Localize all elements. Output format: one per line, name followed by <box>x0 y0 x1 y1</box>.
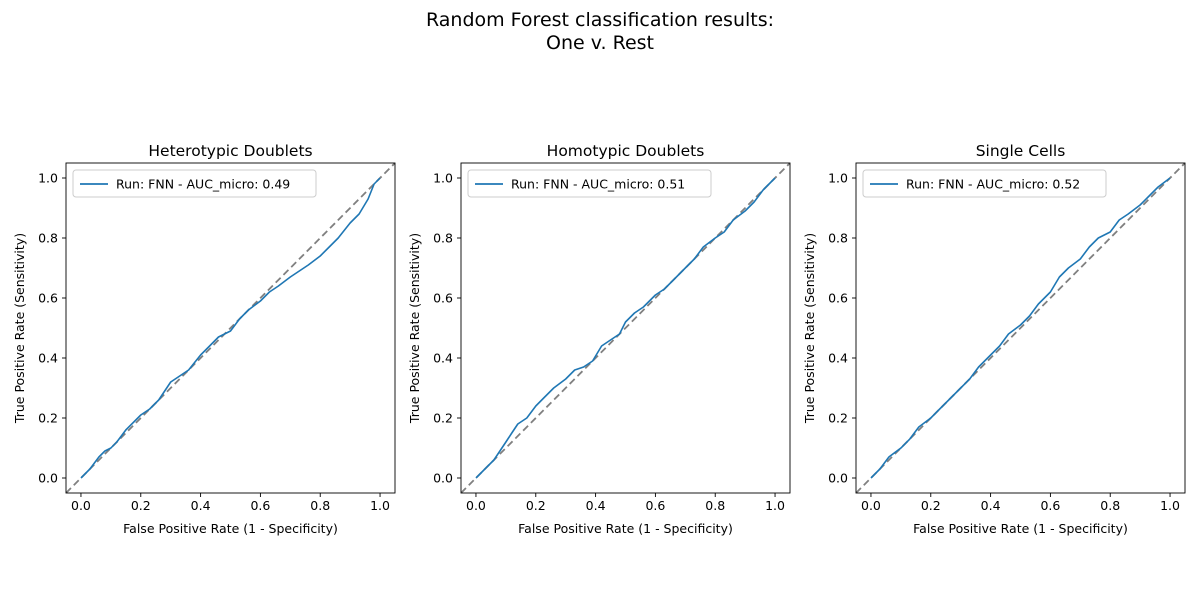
y-tick-label: 0.4 <box>433 351 453 366</box>
legend: Run: FNN - AUC_micro: 0.51 <box>467 169 712 198</box>
x-tick-label: 0.4 <box>586 498 606 513</box>
roc-curve-line-1 <box>870 177 1171 479</box>
x-tick-label: 0.6 <box>645 498 665 513</box>
y-tick-label: 0.8 <box>828 231 848 246</box>
roc-panel-2: 0.0 0.2 0.4 0.6 0.8 1.0 0.0 0.2 0.4 0.6 0.8 1.0 Homo… <box>407 142 791 536</box>
y-tick-label: 0.0 <box>38 471 58 486</box>
legend: Run: FNN - AUC_micro: 0.52 <box>862 169 1107 198</box>
y-tick-label: 0.2 <box>433 411 453 426</box>
x-tick-label: 0.0 <box>466 498 486 513</box>
x-tick-label: 0.6 <box>250 498 270 513</box>
y-tick-label: 0.4 <box>828 351 848 366</box>
y-tick-label: 0.4 <box>38 351 58 366</box>
x-axis-label: False Positive Rate (1 - Specificity) <box>518 521 733 536</box>
y-tick-label: 0.0 <box>828 471 848 486</box>
legend-entry-label: Run: FNN - AUC_micro: 0.49 <box>116 177 290 192</box>
x-tick-label: 0.0 <box>861 498 881 513</box>
x-tick-label: 0.4 <box>191 498 211 513</box>
chance-diagonal-line <box>461 163 790 493</box>
figure-title-line-2: One v. Rest <box>546 32 654 54</box>
y-tick-label: 0.2 <box>828 411 848 426</box>
x-tick-label: 0.4 <box>981 498 1001 513</box>
y-tick-label: 0.0 <box>433 471 453 486</box>
roc-panel-1: 0.0 0.2 0.4 0.6 0.8 1.0 0.0 0.2 0.4 0.6 0.8 1.0 Hete… <box>12 142 396 536</box>
y-tick-label: 0.2 <box>38 411 58 426</box>
subplot-title: Heterotypic Doublets <box>148 142 312 160</box>
axes-frame <box>65 162 396 494</box>
x-tick-label: 0.8 <box>310 498 330 513</box>
x-tick-label: 1.0 <box>765 498 785 513</box>
x-tick-label: 0.2 <box>526 498 546 513</box>
x-tick-label: 1.0 <box>1160 498 1180 513</box>
figure-title-line-1: Random Forest classification results: <box>425 9 775 31</box>
roc-curve-line-1 <box>475 177 776 479</box>
subplot-title: Single Cells <box>976 142 1066 160</box>
x-tick-label: 1.0 <box>370 498 390 513</box>
y-axis-label: True Positive Rate (Sensitivity) <box>407 233 422 424</box>
x-tick-label: 0.6 <box>1040 498 1060 513</box>
x-axis-label: False Positive Rate (1 - Specificity) <box>123 521 338 536</box>
x-tick-label: 0.8 <box>1100 498 1120 513</box>
axes-frame <box>855 162 1186 494</box>
y-tick-label: 1.0 <box>38 171 58 186</box>
roc-curve-line-1 <box>80 177 381 479</box>
y-tick-label: 0.6 <box>433 291 453 306</box>
subplot-title: Homotypic Doublets <box>547 142 705 160</box>
y-tick-label: 1.0 <box>433 171 453 186</box>
y-tick-label: 0.8 <box>38 231 58 246</box>
chance-diagonal-line <box>66 163 395 493</box>
y-tick-label: 0.6 <box>828 291 848 306</box>
x-tick-label: 0.2 <box>921 498 941 513</box>
y-axis-label: True Positive Rate (Sensitivity) <box>802 233 817 424</box>
x-tick-label: 0.8 <box>705 498 725 513</box>
roc-panel-3: 0.0 0.2 0.4 0.6 0.8 1.0 0.0 0.2 0.4 0.6 0.8 1.0 Sing… <box>802 142 1186 536</box>
legend: Run: FNN - AUC_micro: 0.49 <box>72 169 317 198</box>
legend-entry-label: Run: FNN - AUC_micro: 0.52 <box>906 177 1080 192</box>
y-tick-label: 0.6 <box>38 291 58 306</box>
legend-box <box>72 169 317 198</box>
x-tick-label: 0.2 <box>131 498 151 513</box>
x-axis-label: False Positive Rate (1 - Specificity) <box>913 521 1128 536</box>
y-tick-label: 0.8 <box>433 231 453 246</box>
x-tick-label: 0.0 <box>71 498 91 513</box>
legend-entry-label: Run: FNN - AUC_micro: 0.51 <box>511 177 685 192</box>
y-axis-label: True Positive Rate (Sensitivity) <box>12 233 27 424</box>
y-tick-label: 1.0 <box>828 171 848 186</box>
legend-box <box>862 169 1107 198</box>
axes-frame <box>460 162 791 494</box>
legend-box <box>467 169 712 198</box>
